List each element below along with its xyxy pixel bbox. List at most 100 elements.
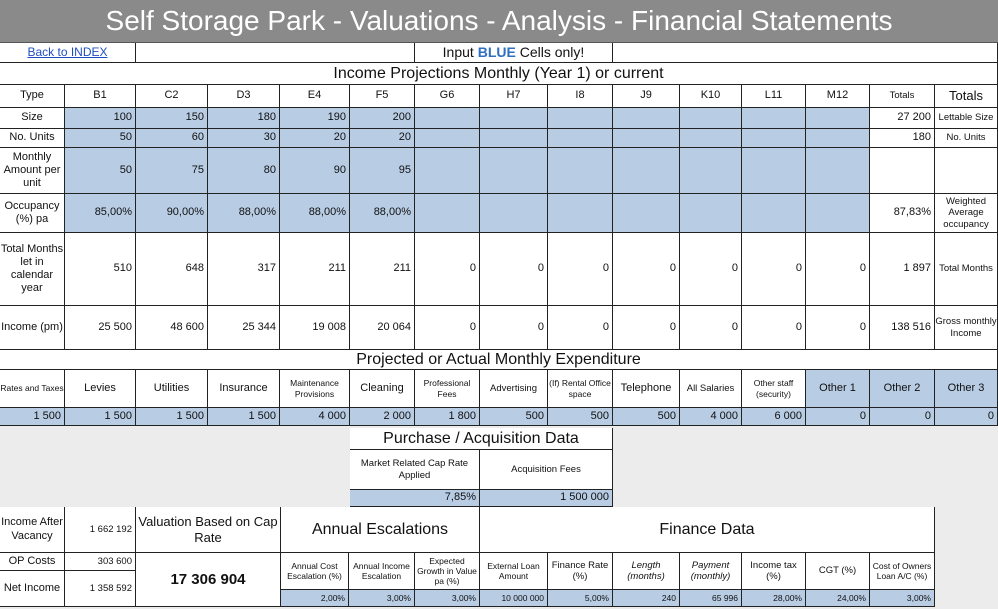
input-cell[interactable]: 60 — [136, 129, 208, 148]
input-cell[interactable]: 88,00% — [350, 194, 415, 233]
input-cell[interactable]: 90,00% — [136, 194, 208, 233]
row-total: 180 — [870, 129, 935, 148]
expense-input[interactable]: 6 000 — [742, 408, 806, 426]
cap-rate-input[interactable]: 7,85% — [350, 490, 480, 507]
expense-label: Levies — [65, 370, 136, 408]
finance-input[interactable]: 10 000 000 — [480, 590, 548, 607]
input-cell[interactable] — [742, 129, 806, 148]
input-cell[interactable] — [415, 148, 480, 194]
escalation-input[interactable]: 2,00% — [281, 590, 349, 607]
input-cell[interactable] — [480, 194, 548, 233]
expense-input[interactable]: 0 — [870, 408, 935, 426]
input-cell[interactable]: 85,00% — [65, 194, 136, 233]
input-cell[interactable]: 50 — [65, 129, 136, 148]
input-cell[interactable] — [742, 148, 806, 194]
back-to-index-link[interactable]: Back to INDEX — [27, 45, 108, 60]
finance-input[interactable]: 24,00% — [806, 590, 870, 607]
back-link-cell[interactable]: Back to INDEX — [0, 43, 136, 63]
value-cell: 317 — [208, 233, 280, 306]
input-cell[interactable] — [480, 129, 548, 148]
expense-input[interactable]: 1 500 — [136, 408, 208, 426]
expense-input[interactable]: 500 — [613, 408, 680, 426]
input-cell[interactable] — [548, 194, 613, 233]
value-cell: 648 — [136, 233, 208, 306]
expense-input[interactable]: 2 000 — [350, 408, 415, 426]
input-cell[interactable] — [806, 108, 870, 129]
op-costs-value: 303 600 — [65, 553, 136, 571]
row-total-description: Total Months — [935, 233, 998, 306]
expense-input[interactable]: 4 000 — [280, 408, 350, 426]
input-cell[interactable]: 80 — [208, 148, 280, 194]
escalation-label: Annual Income Escalation — [349, 553, 415, 590]
input-cell[interactable] — [613, 148, 680, 194]
input-cell[interactable] — [613, 129, 680, 148]
input-cell[interactable]: 88,00% — [280, 194, 350, 233]
input-cell[interactable] — [806, 194, 870, 233]
value-cell: 25 500 — [65, 306, 136, 350]
expense-input[interactable]: 0 — [935, 408, 998, 426]
input-cell[interactable]: 75 — [136, 148, 208, 194]
input-cell[interactable]: 88,00% — [208, 194, 280, 233]
finance-input[interactable]: 3,00% — [870, 590, 935, 607]
input-cell[interactable]: 20 — [280, 129, 350, 148]
totals-header: Totals — [935, 85, 998, 108]
header-spacer — [136, 43, 415, 63]
finance-input[interactable]: 5,00% — [548, 590, 613, 607]
input-cell[interactable] — [680, 108, 742, 129]
value-cell: 211 — [350, 233, 415, 306]
input-cell[interactable] — [415, 129, 480, 148]
value-cell: 0 — [415, 306, 480, 350]
input-cell[interactable] — [548, 108, 613, 129]
input-cell[interactable] — [415, 108, 480, 129]
input-cell[interactable]: 180 — [208, 108, 280, 129]
input-cell[interactable] — [680, 194, 742, 233]
input-cell[interactable]: 90 — [280, 148, 350, 194]
input-cell[interactable] — [806, 129, 870, 148]
input-cell[interactable] — [613, 108, 680, 129]
finance-label: Length (months) — [613, 553, 680, 590]
value-cell: 0 — [806, 306, 870, 350]
column-header-m12: M12 — [806, 85, 870, 108]
input-cell[interactable] — [548, 129, 613, 148]
expense-input[interactable]: 1 800 — [415, 408, 480, 426]
finance-input[interactable]: 240 — [613, 590, 680, 607]
finance-input[interactable]: 65 996 — [680, 590, 742, 607]
expense-label: Advertising — [480, 370, 548, 408]
input-cell[interactable] — [806, 148, 870, 194]
input-cell[interactable] — [415, 194, 480, 233]
totals-header-small: Totals — [870, 85, 935, 108]
input-cell[interactable] — [742, 108, 806, 129]
expense-input[interactable]: 1 500 — [0, 408, 65, 426]
input-cell[interactable] — [548, 148, 613, 194]
input-cell[interactable]: 100 — [65, 108, 136, 129]
input-cell[interactable] — [480, 148, 548, 194]
input-cell[interactable] — [680, 129, 742, 148]
input-cell[interactable] — [680, 148, 742, 194]
input-cell[interactable] — [742, 194, 806, 233]
input-cell[interactable]: 200 — [350, 108, 415, 129]
input-cell[interactable] — [613, 194, 680, 233]
expense-input[interactable]: 500 — [480, 408, 548, 426]
finance-label: Cost of Owners Loan A/C (%) — [870, 553, 935, 590]
input-cell[interactable] — [480, 108, 548, 129]
expense-input[interactable]: 0 — [806, 408, 870, 426]
expense-input[interactable]: 500 — [548, 408, 613, 426]
value-cell: 510 — [65, 233, 136, 306]
escalation-input[interactable]: 3,00% — [415, 590, 480, 607]
row-label: Occupancy (%) pa — [0, 194, 65, 233]
input-cell[interactable]: 30 — [208, 129, 280, 148]
expense-input[interactable]: 1 500 — [208, 408, 280, 426]
escalation-input[interactable]: 3,00% — [349, 590, 415, 607]
expense-label: Other 3 — [935, 370, 998, 408]
input-cell[interactable]: 95 — [350, 148, 415, 194]
row-label: Monthly Amount per unit — [0, 148, 65, 194]
acquisition-fees-input[interactable]: 1 500 000 — [480, 490, 613, 507]
expense-input[interactable]: 4 000 — [680, 408, 742, 426]
input-cell[interactable]: 20 — [350, 129, 415, 148]
expense-input[interactable]: 1 500 — [65, 408, 136, 426]
input-cell[interactable]: 190 — [280, 108, 350, 129]
finance-input[interactable]: 28,00% — [742, 590, 806, 607]
input-cell[interactable]: 150 — [136, 108, 208, 129]
input-cell[interactable]: 50 — [65, 148, 136, 194]
column-header-j9: J9 — [613, 85, 680, 108]
